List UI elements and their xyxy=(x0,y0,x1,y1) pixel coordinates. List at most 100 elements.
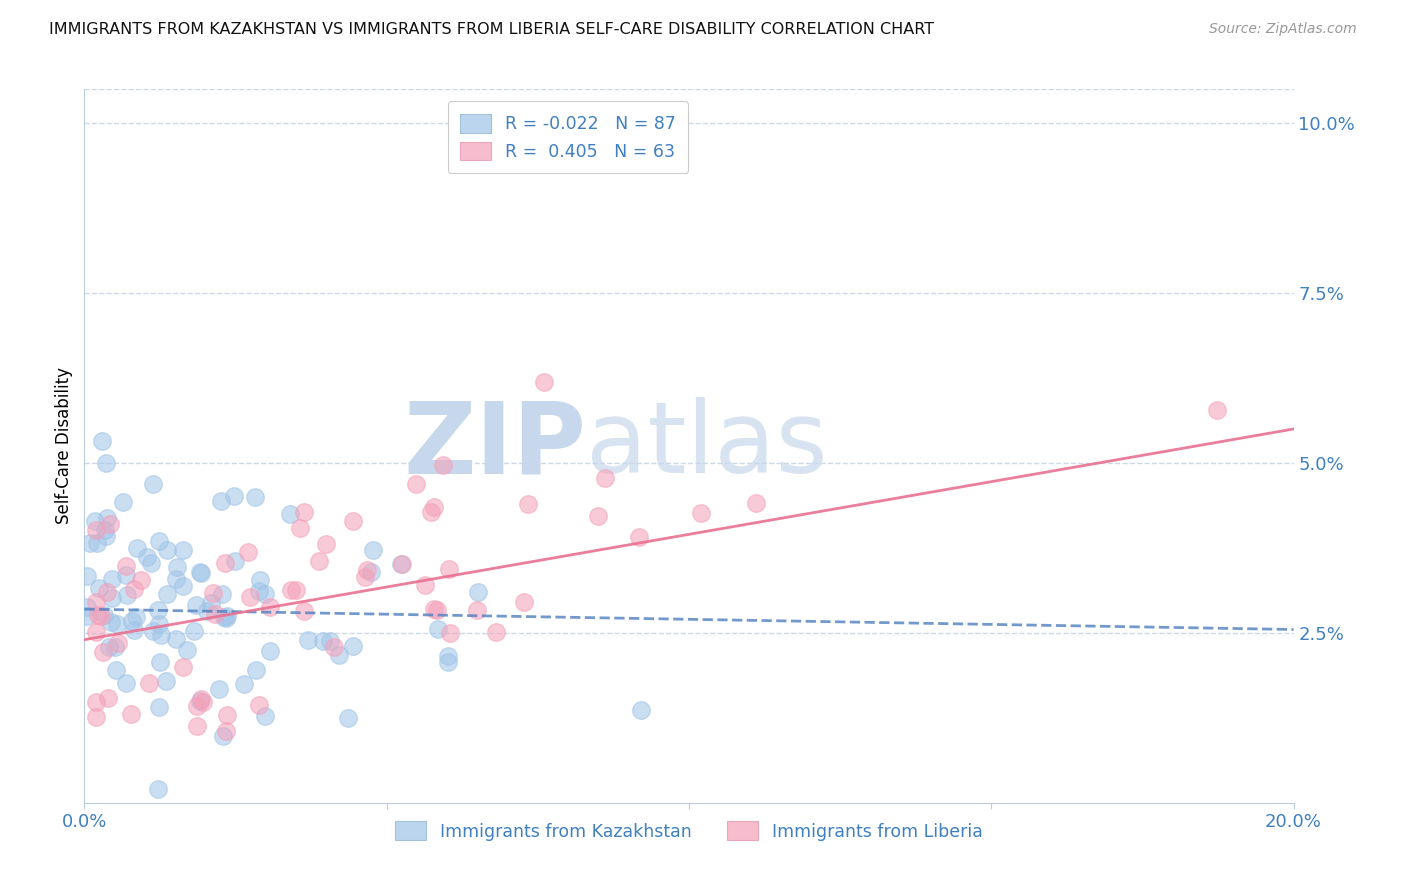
Point xyxy=(249,573,271,587)
Point xyxy=(98,640,121,655)
Point xyxy=(420,504,443,518)
Point xyxy=(93,607,115,622)
Point xyxy=(201,586,224,600)
Point xyxy=(122,624,145,638)
Text: ZIP: ZIP xyxy=(404,398,586,494)
Point xyxy=(209,494,232,508)
Legend: Immigrants from Kazakhstan, Immigrants from Liberia: Immigrants from Kazakhstan, Immigrants f… xyxy=(388,814,990,847)
Point xyxy=(297,632,319,647)
Point xyxy=(439,625,461,640)
Point xyxy=(214,556,236,570)
Point xyxy=(513,595,536,609)
Point xyxy=(91,434,114,449)
Point xyxy=(86,710,108,724)
Point xyxy=(211,587,233,601)
Point xyxy=(188,694,211,708)
Point xyxy=(84,514,107,528)
Point xyxy=(101,591,124,606)
Point xyxy=(111,494,134,508)
Point xyxy=(361,542,384,557)
Point xyxy=(136,550,159,565)
Point xyxy=(232,677,254,691)
Point xyxy=(96,529,118,543)
Point xyxy=(86,625,108,640)
Point xyxy=(125,610,148,624)
Point xyxy=(243,490,266,504)
Point xyxy=(96,511,118,525)
Point xyxy=(121,615,143,629)
Point xyxy=(204,607,226,621)
Point xyxy=(86,536,108,550)
Point xyxy=(91,645,114,659)
Point xyxy=(254,709,277,723)
Point xyxy=(94,457,117,471)
Point xyxy=(79,535,101,549)
Point xyxy=(319,634,342,648)
Point xyxy=(149,628,172,642)
Point xyxy=(105,663,128,677)
Point xyxy=(104,640,127,655)
Point xyxy=(259,599,281,614)
Point xyxy=(186,719,208,733)
Point xyxy=(423,602,446,616)
Point xyxy=(485,625,508,640)
Point xyxy=(212,729,235,743)
Point xyxy=(148,534,170,549)
Point xyxy=(125,541,148,555)
Point xyxy=(114,567,136,582)
Point xyxy=(280,582,302,597)
Point xyxy=(308,554,330,568)
Point xyxy=(432,458,454,472)
Point xyxy=(188,565,211,579)
Point xyxy=(195,604,218,618)
Point xyxy=(101,572,124,586)
Point xyxy=(413,577,436,591)
Point xyxy=(87,581,110,595)
Point xyxy=(155,674,177,689)
Point xyxy=(114,676,136,690)
Point xyxy=(236,545,259,559)
Point xyxy=(186,598,208,612)
Point xyxy=(86,524,108,538)
Point xyxy=(217,708,239,723)
Point xyxy=(247,584,270,599)
Point xyxy=(87,608,110,623)
Point xyxy=(224,489,246,503)
Point xyxy=(360,566,382,580)
Point xyxy=(107,636,129,650)
Point xyxy=(149,656,172,670)
Point xyxy=(315,536,337,550)
Point xyxy=(312,634,335,648)
Point xyxy=(342,514,364,528)
Point xyxy=(586,508,609,523)
Point xyxy=(533,375,555,389)
Point xyxy=(467,585,489,599)
Point xyxy=(389,557,412,571)
Point xyxy=(323,640,346,654)
Point xyxy=(86,695,108,709)
Point xyxy=(76,599,98,614)
Point xyxy=(142,624,165,639)
Point xyxy=(292,604,315,618)
Point xyxy=(193,695,215,709)
Point xyxy=(146,782,169,797)
Point xyxy=(356,564,378,578)
Point xyxy=(593,471,616,485)
Point xyxy=(96,585,118,599)
Text: IMMIGRANTS FROM KAZAKHSTAN VS IMMIGRANTS FROM LIBERIA SELF-CARE DISABILITY CORRE: IMMIGRANTS FROM KAZAKHSTAN VS IMMIGRANTS… xyxy=(49,22,935,37)
Point xyxy=(172,542,194,557)
Point xyxy=(288,521,311,535)
Point xyxy=(148,616,170,631)
Point xyxy=(86,595,108,609)
Point xyxy=(190,691,212,706)
Point xyxy=(292,505,315,519)
Point xyxy=(516,498,538,512)
Point xyxy=(328,648,350,663)
Point xyxy=(186,699,208,714)
Point xyxy=(278,507,301,521)
Point xyxy=(336,711,359,725)
Point xyxy=(115,588,138,602)
Point xyxy=(426,603,449,617)
Point xyxy=(176,642,198,657)
Text: atlas: atlas xyxy=(586,398,828,494)
